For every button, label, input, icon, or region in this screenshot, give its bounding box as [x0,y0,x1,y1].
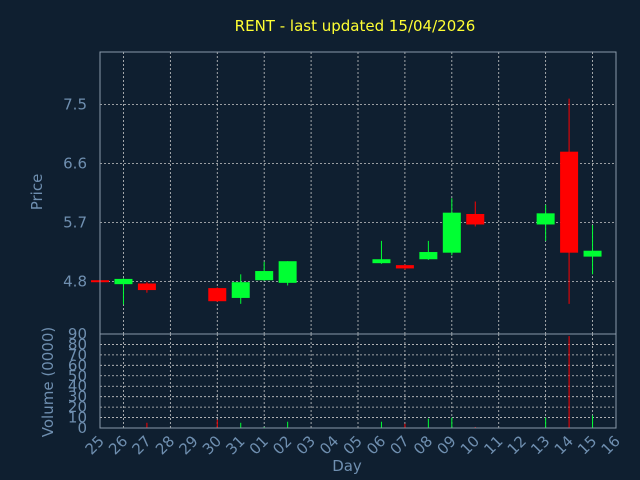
day-tick-label: 10 [457,432,483,458]
candle-13 [536,204,555,241]
volume-axis-label: Volume (0000) [39,327,57,437]
day-tick-label: 14 [551,432,577,458]
volume-tick-label: 40 [68,377,87,395]
day-tick-label: 04 [316,432,342,458]
day-tick-label: 16 [598,432,624,458]
volume-tick-label: 90 [68,325,87,343]
candle-body [137,283,156,291]
candle-body [583,250,602,257]
candle-body [278,261,297,283]
candle-10 [466,201,485,227]
volume-tick-label: 60 [68,356,87,374]
candle-27 [137,282,156,293]
candle-06 [372,240,391,264]
price-tick-labels: 7.5 6.6 5.7 4.8 [63,95,87,290]
candle-07 [395,264,414,270]
volume-tick-label: 70 [68,346,87,364]
day-tick-label: 13 [527,432,553,458]
candle-08 [419,240,438,260]
day-tick-label: 26 [105,432,131,458]
candle-14 [560,98,579,304]
candle-09 [442,198,461,256]
volume-tick-label: 80 [68,335,87,353]
day-tick-label: 02 [269,432,295,458]
day-tick-label: 31 [222,432,248,458]
candle-body [372,259,391,264]
volume-tick-label: 20 [68,398,87,416]
day-tick-label: 03 [293,432,319,458]
day-tick-labels: 2526272829303101020304050607080910111213… [82,432,624,458]
candle-body [114,278,133,285]
day-tick-label: 30 [199,432,225,458]
candle-02 [278,261,297,286]
candle-body [208,288,227,302]
price-tick-label: 6.6 [63,154,87,172]
candle-body [536,213,555,225]
candle-01 [255,261,274,281]
day-tick-label: 05 [340,432,366,458]
day-tick-label: 07 [387,432,413,458]
price-tick-label: 5.7 [63,214,87,232]
candle-body [560,151,579,253]
candle-31 [231,274,250,304]
candle-30 [208,287,227,302]
day-tick-label: 06 [363,432,389,458]
volume-tick-label: 50 [68,367,87,385]
day-tick-label: 01 [246,432,272,458]
price-grid [100,52,616,334]
candle-body [442,212,461,253]
day-tick-label: 28 [152,432,178,458]
day-axis-label: Day [332,457,362,475]
day-tick-label: 27 [129,432,155,458]
volume-tick-label: 0 [77,419,87,437]
volume-panel-frame [99,333,617,429]
price-axis-label: Price [28,174,46,211]
candle-body [395,265,414,269]
price-tick-label: 7.5 [63,95,87,113]
candle-body [466,213,485,225]
volume-series [99,336,594,428]
day-tick-label: 08 [410,432,436,458]
price-tick-label: 4.8 [63,273,87,291]
candle-body [231,282,250,298]
candle-26 [114,278,133,305]
candle-body [255,271,274,281]
day-tick-label: 11 [480,432,506,458]
day-tick-label: 09 [433,432,459,458]
day-tick-label: 15 [574,432,600,458]
candle-body [419,252,438,260]
volume-grid [100,333,616,429]
day-tick-label: 29 [175,432,201,458]
candle-15 [583,225,602,275]
candlestick-series [91,98,602,305]
volume-tick-label: 30 [68,388,87,406]
day-tick-label: 12 [504,432,530,458]
chart-title: RENT - last updated 15/04/2026 [235,17,476,35]
volume-tick-label: 10 [68,409,87,427]
